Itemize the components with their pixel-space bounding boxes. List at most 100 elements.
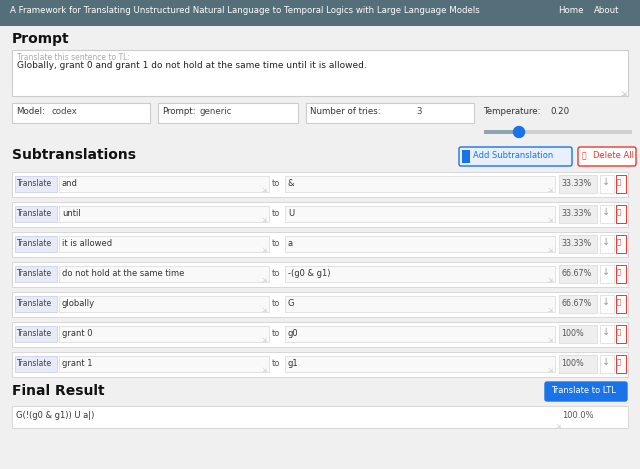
Text: 🗑: 🗑 [617, 328, 621, 334]
Text: ⇲: ⇲ [548, 368, 553, 373]
Bar [15, 176, 57, 192]
Bar [12, 322, 628, 347]
Bar [462, 150, 470, 163]
Text: 🗑: 🗑 [617, 208, 621, 215]
Text: g0: g0 [288, 329, 299, 338]
Text: 33.33%: 33.33% [561, 239, 591, 248]
Text: 66.67%: 66.67% [561, 299, 591, 308]
Bar [559, 175, 597, 193]
Text: to: to [272, 299, 280, 308]
Text: Home: Home [558, 6, 584, 15]
Text: Translate: Translate [17, 329, 52, 338]
Text: Translate: Translate [17, 179, 52, 188]
Bar [559, 325, 597, 343]
Text: ↓: ↓ [602, 207, 610, 217]
Text: ↓: ↓ [602, 327, 610, 337]
Bar [12, 50, 628, 96]
Text: -(g0 & g1): -(g0 & g1) [288, 269, 330, 278]
Bar [15, 356, 57, 372]
Text: do not hold at the same time: do not hold at the same time [62, 269, 184, 278]
Bar [59, 326, 269, 342]
Bar [59, 356, 269, 372]
Text: 0.20: 0.20 [550, 107, 569, 116]
Text: Translate: Translate [17, 239, 52, 248]
Bar [158, 103, 298, 123]
Bar [600, 175, 614, 193]
Text: A Framework for Translating Unstructured Natural Language to Temporal Logics wit: A Framework for Translating Unstructured… [10, 6, 480, 15]
Bar [616, 355, 626, 373]
Text: a: a [288, 239, 293, 248]
Bar [600, 295, 614, 313]
Bar [616, 205, 626, 223]
Text: ⇲: ⇲ [262, 308, 268, 313]
Text: 100.0%: 100.0% [562, 411, 594, 420]
Text: ↓: ↓ [602, 297, 610, 307]
Bar [59, 206, 269, 222]
Bar [616, 265, 626, 283]
Bar [12, 262, 628, 287]
Text: Translate: Translate [17, 359, 52, 368]
Text: to: to [272, 239, 280, 248]
Bar [285, 296, 555, 312]
Text: ⇲: ⇲ [548, 278, 553, 283]
Text: Temperature:: Temperature: [484, 107, 541, 116]
Circle shape [513, 127, 525, 137]
Text: Subtranslations: Subtranslations [12, 148, 136, 162]
Bar [484, 130, 519, 134]
Text: ↓: ↓ [602, 237, 610, 247]
Bar [15, 326, 57, 342]
Text: ⇲: ⇲ [262, 188, 268, 193]
Bar [559, 355, 597, 373]
Text: 🗑: 🗑 [582, 151, 587, 160]
Bar [15, 236, 57, 252]
Text: U: U [288, 209, 294, 218]
Text: globally: globally [62, 299, 95, 308]
Bar [285, 176, 555, 192]
Bar [12, 172, 628, 197]
Bar [616, 325, 626, 343]
Text: Translate: Translate [17, 209, 52, 218]
Text: 🗑: 🗑 [617, 238, 621, 245]
Text: Model:: Model: [16, 107, 45, 116]
Text: to: to [272, 179, 280, 188]
Text: ⇲: ⇲ [556, 424, 561, 429]
Text: 3: 3 [416, 107, 422, 116]
Bar [59, 176, 269, 192]
Text: Globally, grant 0 and grant 1 do not hold at the same time until it is allowed.: Globally, grant 0 and grant 1 do not hol… [17, 61, 367, 70]
Bar [600, 355, 614, 373]
Text: Delete All: Delete All [593, 151, 634, 160]
Bar [559, 265, 597, 283]
Text: 🗑: 🗑 [617, 178, 621, 185]
Text: Add Subtranslation: Add Subtranslation [473, 151, 553, 160]
Text: 100%: 100% [561, 359, 584, 368]
Text: 33.33%: 33.33% [561, 179, 591, 188]
Text: ↓: ↓ [602, 177, 610, 187]
Text: Prompt:: Prompt: [162, 107, 196, 116]
Text: About: About [594, 6, 620, 15]
Text: ⇲: ⇲ [262, 248, 268, 253]
Text: 33.33%: 33.33% [561, 209, 591, 218]
Text: and: and [62, 179, 78, 188]
Text: G: G [288, 299, 294, 308]
Text: Prompt: Prompt [12, 32, 70, 46]
Text: ⇲: ⇲ [548, 248, 553, 253]
Bar [559, 295, 597, 313]
Text: until: until [62, 209, 81, 218]
Bar [285, 356, 555, 372]
FancyBboxPatch shape [545, 382, 627, 401]
Text: Translate: Translate [17, 269, 52, 278]
Bar [559, 205, 597, 223]
Text: ⇲: ⇲ [548, 338, 553, 343]
FancyBboxPatch shape [459, 147, 572, 166]
Text: Translate this sentence to TL:: Translate this sentence to TL: [17, 53, 130, 62]
Text: ⇲: ⇲ [262, 218, 268, 223]
Text: grant 1: grant 1 [62, 359, 93, 368]
Bar [15, 266, 57, 282]
Bar [285, 236, 555, 252]
Bar [484, 130, 632, 134]
Text: 🗑: 🗑 [617, 298, 621, 304]
Bar [15, 206, 57, 222]
Bar [616, 295, 626, 313]
Bar [59, 266, 269, 282]
Bar [285, 206, 555, 222]
